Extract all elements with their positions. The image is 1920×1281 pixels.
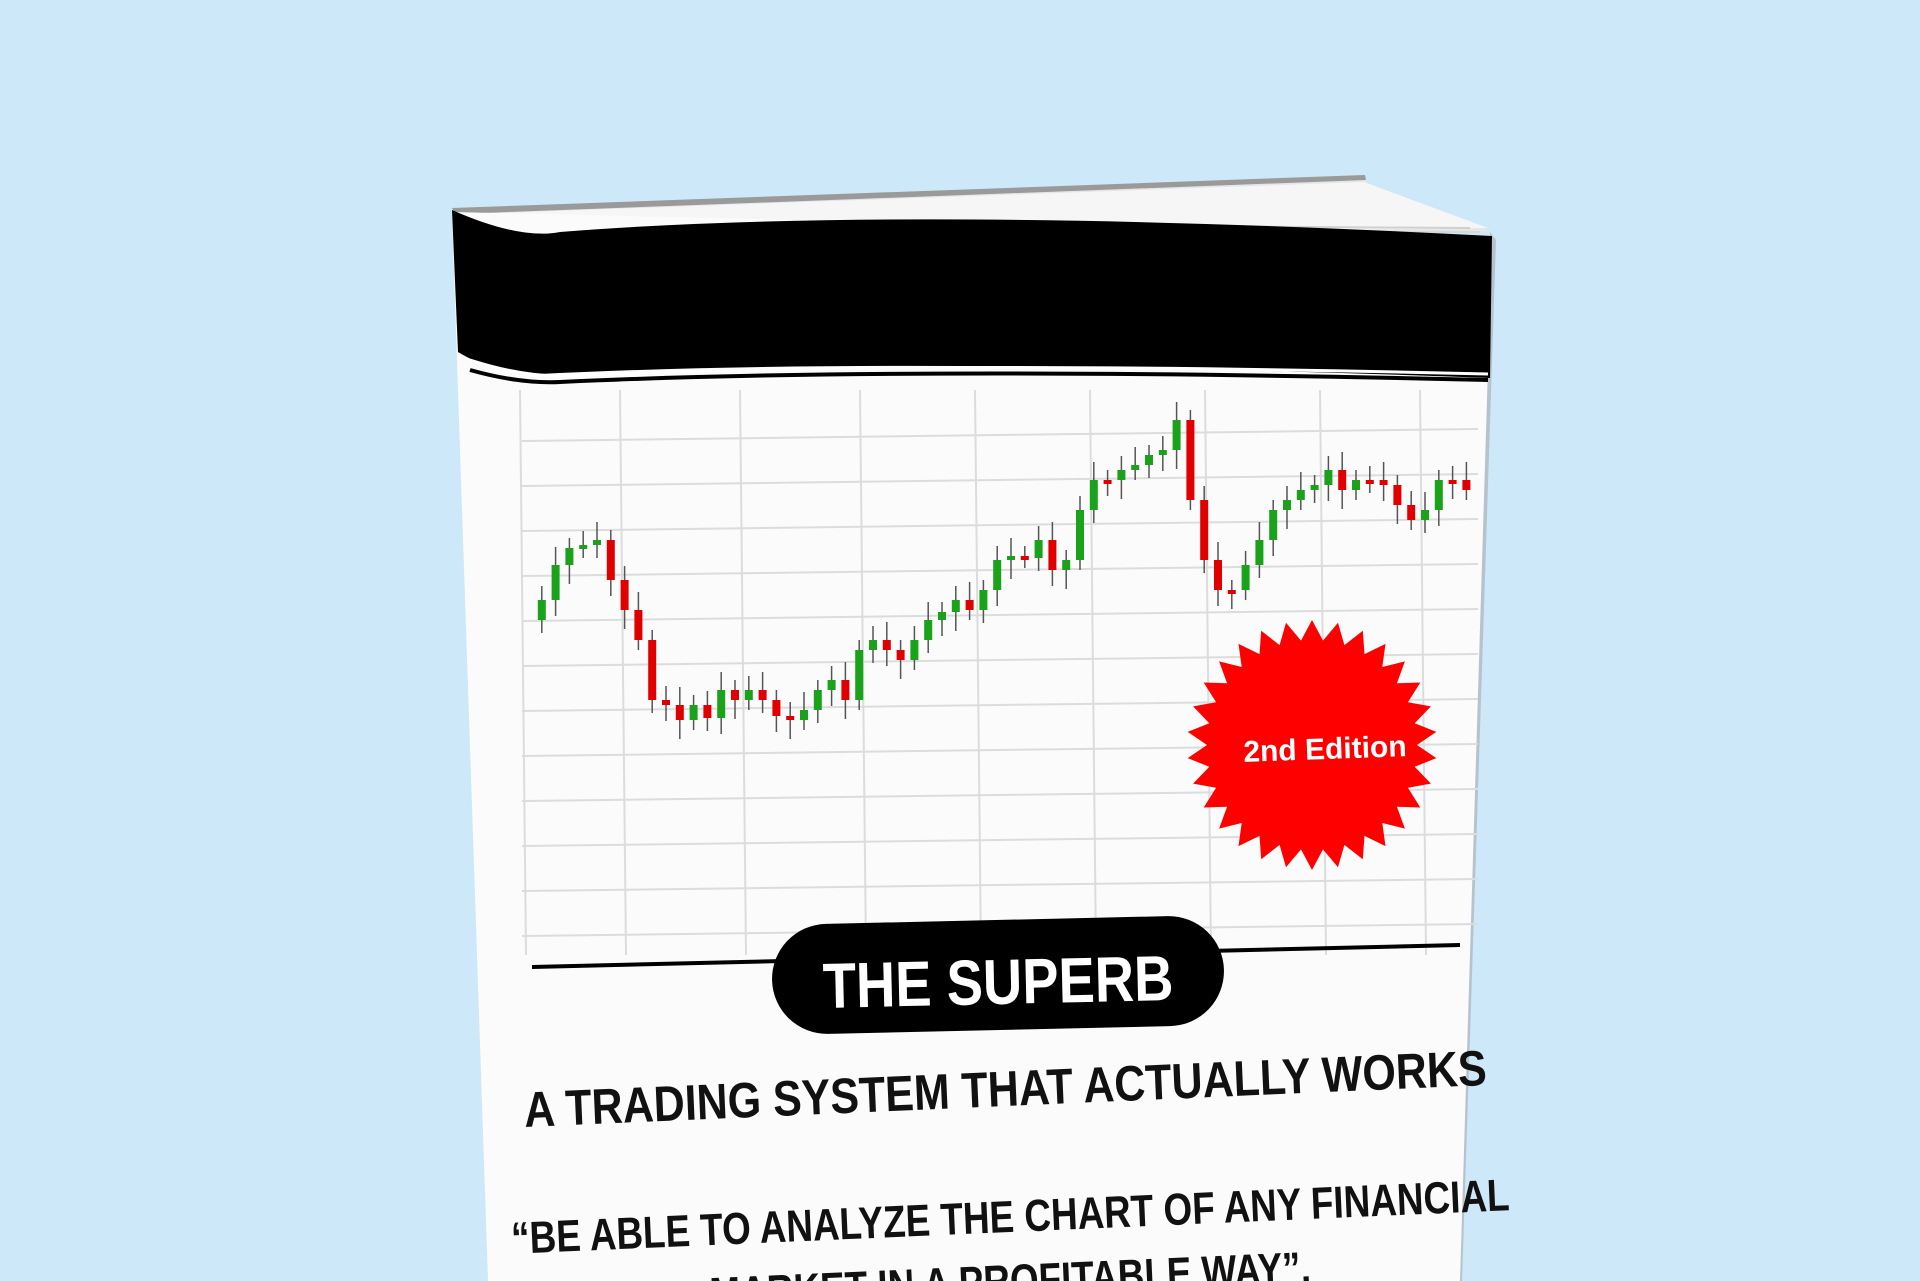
candle-up bbox=[717, 690, 726, 718]
candle-down bbox=[1462, 480, 1471, 490]
grid-line-v bbox=[1419, 389, 1427, 956]
candle-down bbox=[703, 705, 712, 718]
grid-line-v bbox=[974, 389, 982, 956]
candle-down bbox=[758, 690, 767, 700]
candle-down bbox=[1048, 540, 1057, 570]
candle-down bbox=[675, 705, 684, 720]
candle-up bbox=[869, 640, 877, 650]
candle-down bbox=[1448, 480, 1457, 484]
candle-up bbox=[1241, 565, 1250, 590]
book: 2nd Edition THE SUPERB A TRADING SYSTEM … bbox=[452, 175, 1511, 1281]
candle-up bbox=[1283, 500, 1291, 510]
grid-line-v bbox=[1204, 389, 1212, 956]
candle-down bbox=[1393, 485, 1402, 505]
edition-badge-starburst bbox=[1187, 620, 1437, 870]
candle-down bbox=[1365, 480, 1374, 484]
book-top-band bbox=[452, 210, 1492, 378]
candle-up bbox=[827, 680, 836, 690]
candle-up bbox=[910, 640, 919, 660]
book-title: THE SUPERB bbox=[822, 942, 1174, 1022]
candle-up bbox=[855, 650, 864, 700]
candle-down bbox=[606, 540, 615, 580]
candle-down bbox=[1103, 480, 1112, 484]
candle-up bbox=[924, 620, 933, 640]
candle-up bbox=[1421, 510, 1429, 520]
candle-up bbox=[565, 548, 574, 565]
candle-up bbox=[938, 612, 946, 620]
candle-up bbox=[1007, 556, 1015, 560]
candle-up bbox=[1145, 455, 1153, 465]
candle-down bbox=[896, 650, 905, 660]
candle-down bbox=[731, 690, 739, 700]
grid-line-h bbox=[521, 608, 1479, 622]
candle-down bbox=[1200, 500, 1209, 560]
candle-down bbox=[772, 700, 781, 716]
candle-down bbox=[841, 680, 850, 700]
candle-down bbox=[1407, 505, 1416, 520]
candle-up bbox=[537, 600, 546, 620]
candle-down bbox=[1227, 590, 1236, 594]
grid-line-h bbox=[521, 428, 1479, 442]
candle-up bbox=[551, 565, 560, 600]
candle-up bbox=[1310, 485, 1319, 490]
grid-line-v bbox=[519, 389, 527, 956]
candle-up bbox=[1131, 465, 1140, 470]
candle-up bbox=[951, 600, 960, 612]
candle-up bbox=[1062, 560, 1071, 570]
chart-candles bbox=[537, 402, 1471, 739]
candle-down bbox=[634, 610, 643, 640]
grid-line-h bbox=[521, 473, 1479, 487]
edition-badge-text: 2nd Edition bbox=[1243, 730, 1407, 769]
candle-up bbox=[1269, 510, 1278, 540]
candle-up bbox=[593, 540, 601, 545]
candle-down bbox=[648, 640, 657, 700]
candle-up bbox=[1352, 480, 1360, 490]
edition-badge: 2nd Edition bbox=[1187, 620, 1437, 870]
candle-up bbox=[1034, 540, 1043, 558]
candle-up bbox=[744, 690, 753, 700]
title-pill bbox=[772, 916, 1224, 1034]
candle-down bbox=[662, 700, 670, 705]
candle-up bbox=[1434, 480, 1443, 510]
candle-up bbox=[689, 705, 698, 720]
grid-line-h bbox=[521, 518, 1479, 532]
candle-down bbox=[1186, 420, 1195, 500]
candle-down bbox=[1020, 556, 1029, 560]
candle-up bbox=[579, 545, 588, 549]
book-cover bbox=[452, 212, 1492, 1281]
candle-up bbox=[813, 690, 822, 710]
candle-up bbox=[1076, 510, 1084, 560]
candle-up bbox=[800, 710, 808, 720]
candle-down bbox=[1338, 470, 1347, 490]
candle-up bbox=[1255, 540, 1264, 565]
candle-down bbox=[965, 600, 974, 610]
candle-down bbox=[1379, 480, 1388, 485]
candle-down bbox=[786, 716, 795, 720]
candle-down bbox=[882, 640, 891, 650]
candle-down bbox=[620, 580, 629, 610]
candle-up bbox=[979, 590, 988, 610]
cover-chart bbox=[519, 389, 1479, 956]
candle-up bbox=[1172, 420, 1181, 450]
grid-line-h bbox=[521, 878, 1479, 892]
candle-up bbox=[1296, 490, 1305, 500]
candle-down bbox=[1214, 560, 1222, 590]
candle-up bbox=[1117, 470, 1126, 480]
candle-up bbox=[1324, 470, 1333, 485]
candle-up bbox=[1089, 480, 1098, 510]
candle-up bbox=[1158, 450, 1167, 455]
candle-up bbox=[993, 560, 1002, 590]
